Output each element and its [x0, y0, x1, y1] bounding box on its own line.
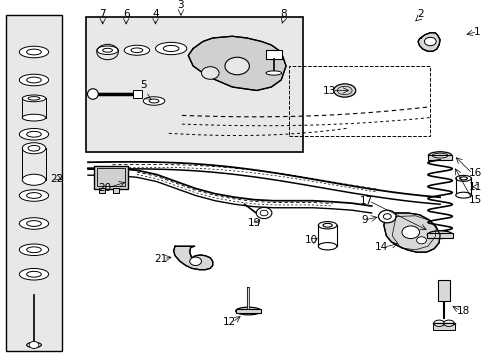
Ellipse shape — [131, 48, 142, 53]
Ellipse shape — [26, 247, 41, 253]
Text: 17: 17 — [359, 196, 372, 206]
Ellipse shape — [443, 320, 453, 327]
Text: 4: 4 — [152, 9, 159, 19]
Polygon shape — [417, 33, 439, 51]
Ellipse shape — [20, 218, 49, 229]
Bar — [113, 188, 119, 193]
Ellipse shape — [333, 84, 355, 97]
Ellipse shape — [20, 244, 49, 256]
Bar — [99, 188, 104, 193]
Ellipse shape — [20, 46, 49, 58]
Bar — [265, 50, 281, 59]
Text: 19: 19 — [247, 218, 261, 228]
Text: 5: 5 — [140, 80, 146, 90]
Ellipse shape — [26, 271, 41, 277]
Ellipse shape — [102, 48, 112, 52]
Circle shape — [378, 210, 395, 223]
Ellipse shape — [20, 190, 49, 201]
Circle shape — [416, 237, 426, 244]
Bar — [85, 17, 303, 152]
Text: 12: 12 — [223, 317, 236, 327]
Ellipse shape — [455, 192, 470, 198]
Text: 10: 10 — [304, 235, 317, 245]
Text: 16: 16 — [468, 168, 481, 179]
Text: 7: 7 — [99, 9, 106, 19]
Circle shape — [424, 37, 435, 46]
Text: 3: 3 — [177, 0, 184, 10]
Text: 18: 18 — [456, 306, 469, 316]
Text: 11: 11 — [468, 182, 481, 192]
Bar — [427, 155, 451, 160]
Circle shape — [383, 214, 390, 219]
Circle shape — [260, 210, 267, 216]
Ellipse shape — [427, 231, 452, 239]
Text: 14: 14 — [374, 242, 387, 252]
Bar — [437, 280, 449, 301]
Circle shape — [201, 67, 219, 79]
Polygon shape — [188, 36, 285, 90]
Text: 9: 9 — [361, 215, 367, 225]
Ellipse shape — [433, 320, 444, 327]
Ellipse shape — [235, 307, 261, 315]
Text: 21: 21 — [154, 253, 167, 264]
Ellipse shape — [22, 95, 46, 102]
Ellipse shape — [318, 243, 336, 250]
Ellipse shape — [26, 49, 41, 55]
Polygon shape — [383, 213, 439, 252]
Ellipse shape — [87, 89, 98, 99]
Ellipse shape — [22, 143, 46, 154]
Text: 22: 22 — [50, 174, 63, 184]
Bar — [97, 168, 125, 186]
Ellipse shape — [26, 221, 41, 226]
Ellipse shape — [427, 152, 451, 159]
Text: 15: 15 — [468, 195, 481, 205]
Ellipse shape — [28, 145, 40, 151]
Text: 1: 1 — [472, 27, 479, 37]
Ellipse shape — [20, 74, 49, 86]
Text: 6: 6 — [122, 9, 129, 19]
Ellipse shape — [97, 46, 118, 54]
Text: 20: 20 — [98, 183, 111, 193]
Circle shape — [224, 57, 249, 75]
Bar — [94, 166, 128, 189]
Bar — [288, 66, 429, 136]
Bar — [6, 15, 62, 351]
Circle shape — [401, 226, 419, 239]
Text: 8: 8 — [280, 9, 286, 19]
Ellipse shape — [20, 129, 49, 140]
Ellipse shape — [265, 71, 281, 75]
Ellipse shape — [26, 77, 41, 83]
Ellipse shape — [163, 45, 179, 51]
Bar — [432, 324, 454, 330]
Bar — [235, 309, 261, 313]
Ellipse shape — [124, 45, 149, 55]
Ellipse shape — [26, 342, 41, 347]
Circle shape — [256, 207, 271, 219]
Text: 2: 2 — [416, 9, 423, 19]
Ellipse shape — [26, 131, 41, 137]
Text: 13: 13 — [323, 86, 336, 95]
Ellipse shape — [28, 96, 40, 100]
Ellipse shape — [149, 99, 159, 103]
Polygon shape — [173, 246, 212, 270]
Bar — [133, 90, 142, 98]
Ellipse shape — [322, 223, 332, 227]
Bar — [427, 233, 452, 238]
Ellipse shape — [20, 269, 49, 280]
Ellipse shape — [22, 114, 46, 121]
Ellipse shape — [155, 42, 186, 55]
Ellipse shape — [22, 174, 46, 185]
Ellipse shape — [26, 193, 41, 198]
Circle shape — [29, 341, 39, 348]
Circle shape — [189, 257, 201, 266]
Ellipse shape — [143, 97, 164, 105]
Ellipse shape — [318, 221, 336, 229]
Ellipse shape — [455, 175, 470, 181]
Ellipse shape — [459, 177, 467, 180]
